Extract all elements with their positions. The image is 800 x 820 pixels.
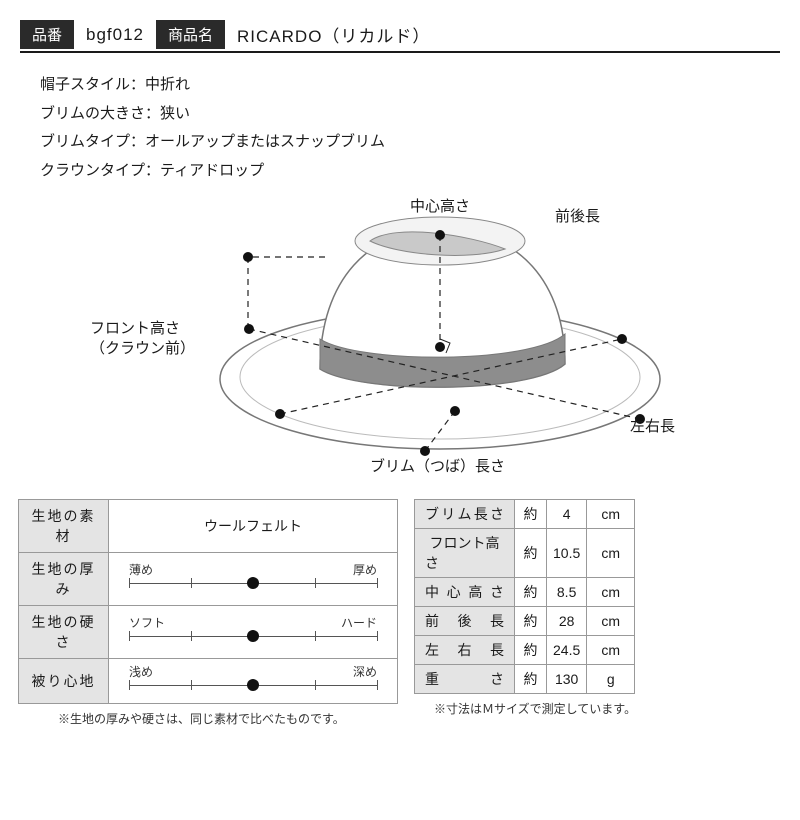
dim-unit: g — [587, 665, 635, 694]
label-left-right: 左右長 — [630, 417, 675, 437]
slider-left-label: ソフト — [129, 614, 165, 631]
spec-list: 帽子スタイル：中折れ ブリムの大きさ：狭い ブリムタイプ：オールアップまたはスナ… — [40, 71, 760, 185]
dim-approx: 約 — [515, 578, 547, 607]
spec-line: 帽子スタイル：中折れ — [40, 71, 760, 100]
dim-value: 130 — [547, 665, 587, 694]
dim-value: 10.5 — [547, 529, 587, 578]
label-front-height-2: （クラウン前） — [90, 339, 195, 359]
dim-label: 重さ — [415, 665, 515, 694]
dim-approx: 約 — [515, 607, 547, 636]
name-label: 商品名 — [156, 20, 225, 49]
dim-approx: 約 — [515, 665, 547, 694]
thickness-label: 生地の厚み — [19, 553, 109, 606]
left-footnote: ※生地の厚みや硬さは、同じ素材で比べたものです。 — [58, 710, 398, 727]
dim-label: 前後長 — [415, 607, 515, 636]
left-table-wrap: 生地の素材 ウールフェルト 生地の厚み 薄め 厚め — [18, 499, 398, 727]
material-table: 生地の素材 ウールフェルト 生地の厚み 薄め 厚め — [18, 499, 398, 704]
dim-unit: cm — [587, 607, 635, 636]
dim-unit: cm — [587, 578, 635, 607]
dim-label: ブリム長さ — [415, 500, 515, 529]
name-value: RICARDO（リカルド） — [237, 22, 430, 47]
label-center-height: 中心高さ — [410, 197, 470, 217]
thickness-slider: 薄め 厚め — [123, 563, 383, 595]
dim-value: 8.5 — [547, 578, 587, 607]
slider-right-label: ハード — [341, 614, 377, 631]
dim-approx: 約 — [515, 636, 547, 665]
dim-unit: cm — [587, 636, 635, 665]
hat-diagram: 中心高さ 前後長 フロント高さ （クラウン前） 左右長 ブリム（つば）長さ — [0, 189, 800, 489]
fit-slider-cell: 浅め 深め — [109, 659, 398, 704]
dimensions-table: ブリム長さ約4cmフロント高さ約10.5cm中心高さ約8.5cm前後長約28cm… — [414, 499, 635, 694]
right-table-wrap: ブリム長さ約4cmフロント高さ約10.5cm中心高さ約8.5cm前後長約28cm… — [414, 499, 782, 727]
spec-line: ブリムタイプ：オールアップまたはスナップブリム — [40, 128, 760, 157]
slider-right-label: 厚め — [353, 561, 377, 578]
thickness-slider-cell: 薄め 厚め — [109, 553, 398, 606]
dim-value: 24.5 — [547, 636, 587, 665]
hardness-label: 生地の硬さ — [19, 606, 109, 659]
dim-approx: 約 — [515, 529, 547, 578]
dim-value: 4 — [547, 500, 587, 529]
right-footnote: ※寸法はＭサイズで測定しています。 — [434, 700, 782, 717]
slider-left-label: 薄め — [129, 561, 153, 578]
dim-value: 28 — [547, 607, 587, 636]
code-value: bgf012 — [86, 25, 144, 45]
material-value: ウールフェルト — [109, 500, 398, 553]
slider-dot — [247, 577, 259, 589]
slider-dot — [247, 679, 259, 691]
hardness-slider-cell: ソフト ハード — [109, 606, 398, 659]
slider-right-label: 深め — [353, 663, 377, 680]
label-brim: ブリム（つば）長さ — [370, 457, 505, 477]
code-label: 品番 — [20, 20, 74, 49]
header: 品番 bgf012 商品名 RICARDO（リカルド） — [20, 20, 780, 53]
fit-label: 被り心地 — [19, 659, 109, 704]
slider-dot — [247, 630, 259, 642]
dim-unit: cm — [587, 500, 635, 529]
tables-row: 生地の素材 ウールフェルト 生地の厚み 薄め 厚め — [18, 499, 782, 727]
spec-line: クラウンタイプ：ティアドロップ — [40, 157, 760, 186]
dim-label: 左右長 — [415, 636, 515, 665]
dim-unit: cm — [587, 529, 635, 578]
slider-left-label: 浅め — [129, 663, 153, 680]
fit-slider: 浅め 深め — [123, 665, 383, 697]
material-label: 生地の素材 — [19, 500, 109, 553]
label-front-height-1: フロント高さ — [90, 319, 180, 339]
dim-label: フロント高さ — [415, 529, 515, 578]
spec-line: ブリムの大きさ：狭い — [40, 100, 760, 129]
dim-approx: 約 — [515, 500, 547, 529]
dim-label: 中心高さ — [415, 578, 515, 607]
label-front-back: 前後長 — [555, 207, 600, 227]
hardness-slider: ソフト ハード — [123, 616, 383, 648]
